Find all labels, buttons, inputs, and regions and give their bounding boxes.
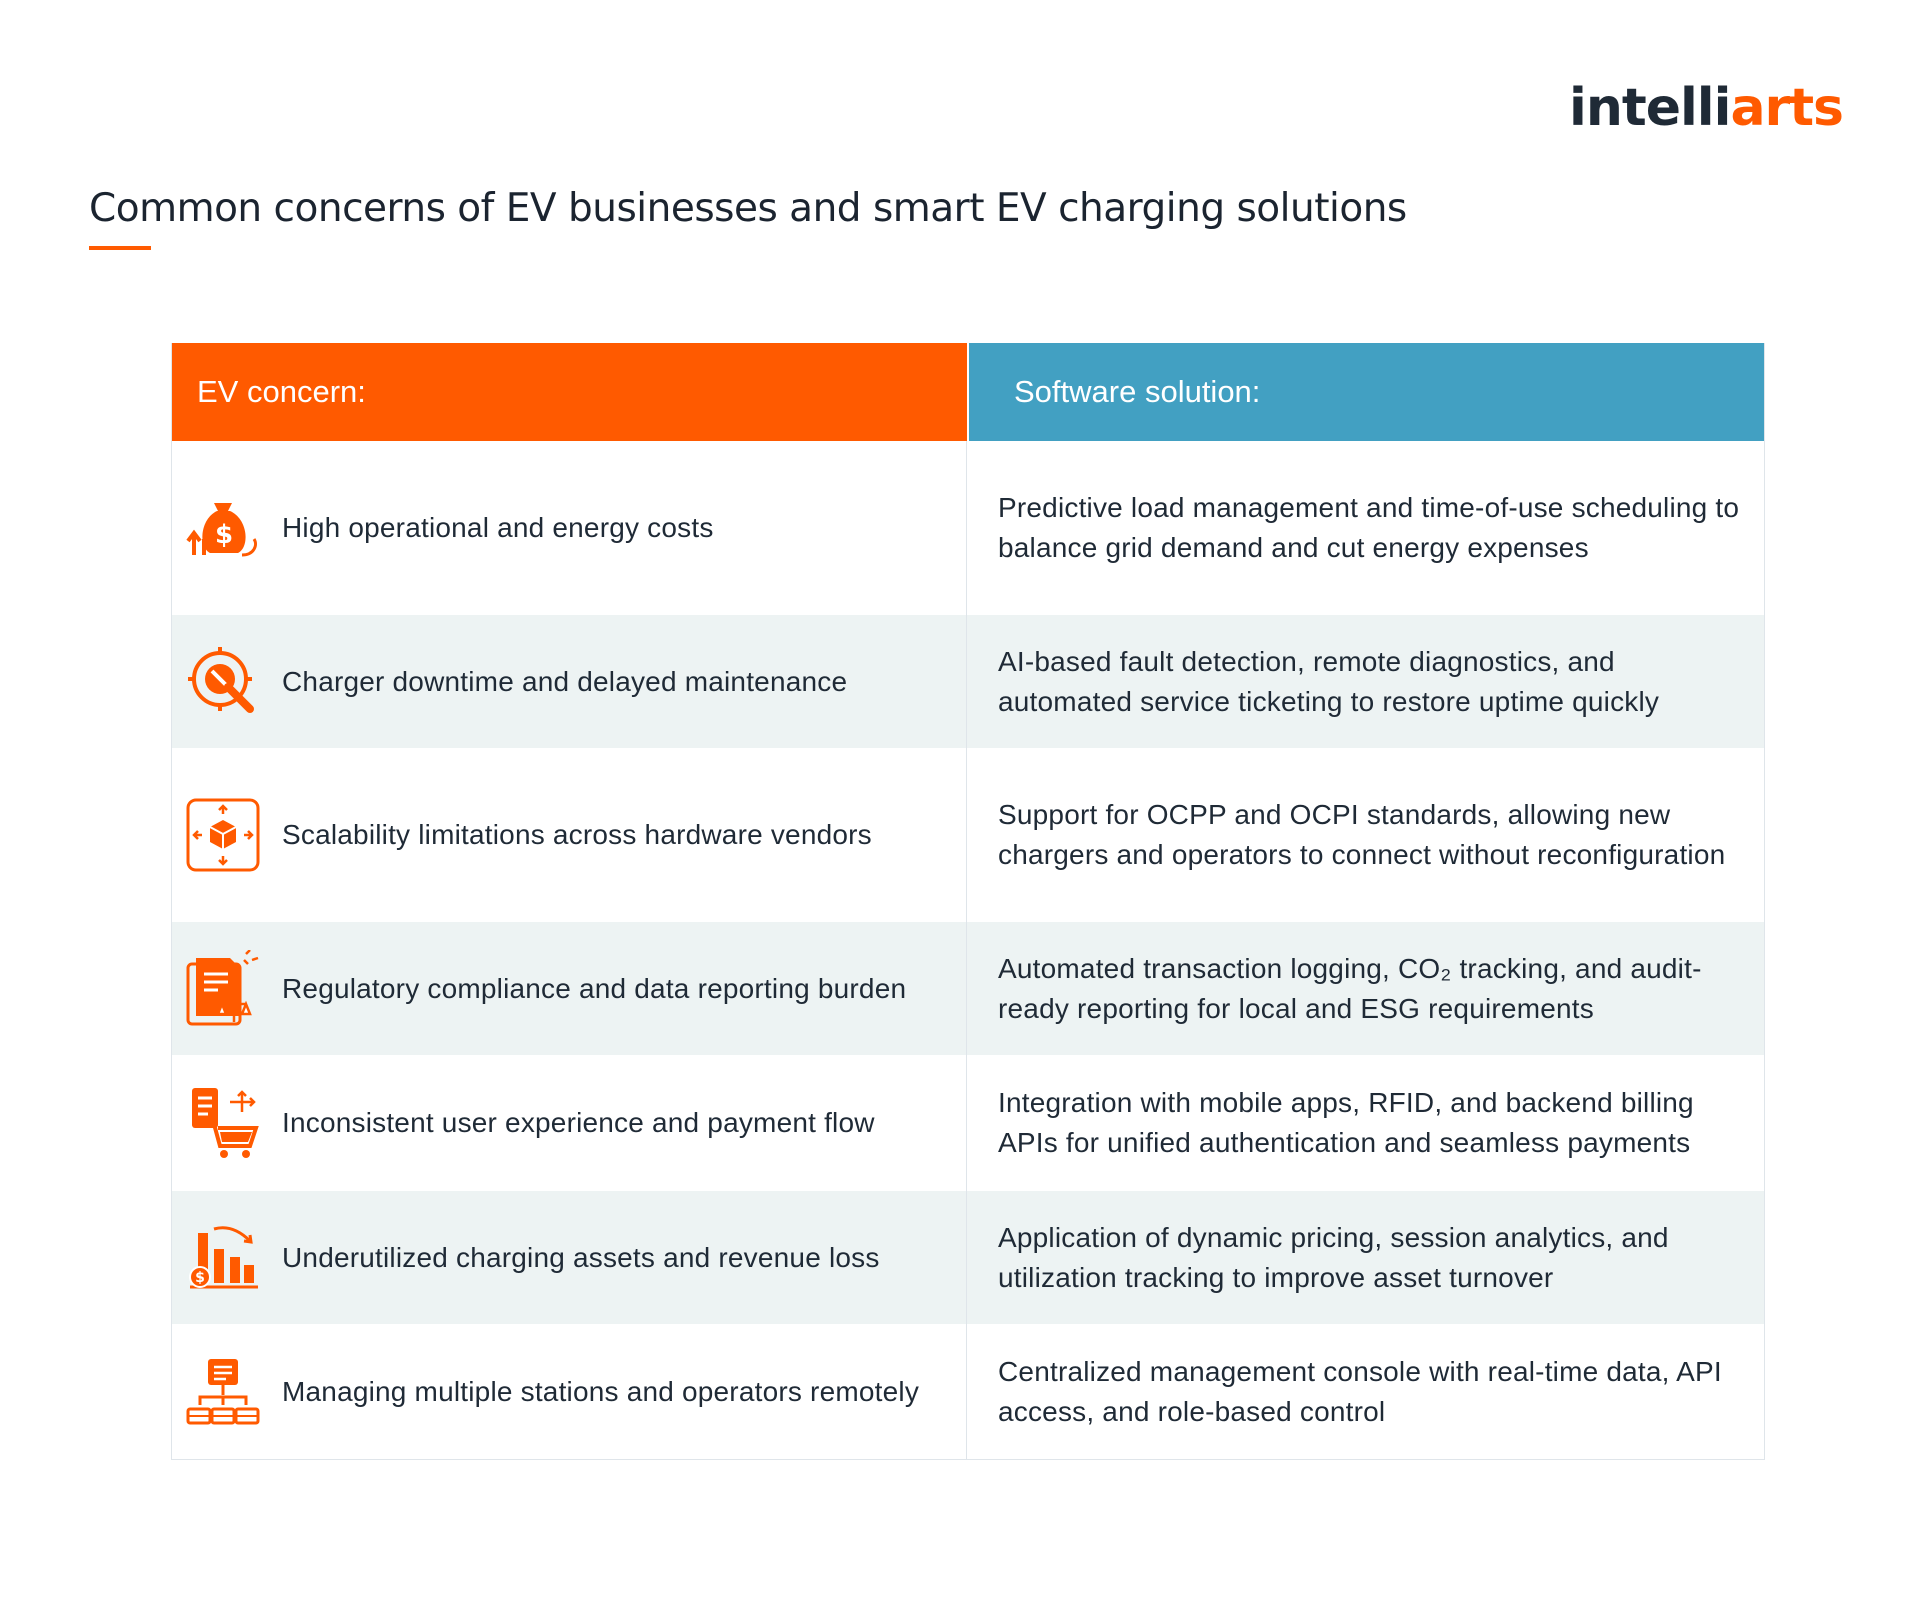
table-row: Managing multiple stations and operators… [172, 1324, 1764, 1459]
concern-cell: Inconsistent user experience and payment… [172, 1055, 967, 1191]
concern-text: Inconsistent user experience and payment… [282, 1107, 875, 1138]
network-stations-icon [184, 1353, 262, 1431]
solution-cell: Predictive load management and time-of-u… [967, 441, 1764, 615]
concern-text: Regulatory compliance and data reporting… [282, 972, 907, 1004]
logo-text-intelli: intelli [1569, 78, 1731, 138]
solution-cell: Automated transaction logging, CO₂ track… [967, 922, 1764, 1055]
solution-cell: AI-based fault detection, remote diagnos… [967, 615, 1764, 748]
table-row: $ High operational and energy costs Pred… [172, 441, 1764, 615]
payment-cart-icon [184, 1084, 262, 1162]
svg-text:$: $ [195, 1270, 205, 1286]
solution-cell: Application of dynamic pricing, session … [967, 1191, 1764, 1324]
solution-cell: Support for OCPP and OCPI standards, all… [967, 748, 1764, 922]
table-row: Charger downtime and delayed maintenance… [172, 615, 1764, 748]
solution-cell: Integration with mobile apps, RFID, and … [967, 1055, 1764, 1191]
solution-cell: Centralized management console with real… [967, 1324, 1764, 1459]
concern-cell: $ High operational and energy costs [172, 441, 967, 615]
page-title: Common concerns of EV businesses and sma… [89, 186, 1407, 231]
header-ev-concern: EV concern: [172, 343, 967, 441]
table-row: Inconsistent user experience and payment… [172, 1055, 1764, 1191]
compliance-document-icon [184, 949, 262, 1028]
concern-text: Scalability limitations across hardware … [282, 819, 872, 850]
svg-text:$: $ [215, 520, 233, 550]
money-bag-icon: $ [184, 489, 262, 567]
solution-text: Automated transaction logging, CO₂ track… [998, 952, 1702, 1024]
revenue-loss-chart-icon: $ [184, 1219, 262, 1297]
solution-text: AI-based fault detection, remote diagnos… [998, 645, 1660, 717]
table-row: Regulatory compliance and data reporting… [172, 922, 1764, 1055]
concern-text: High operational and energy costs [282, 512, 714, 543]
table-row: Scalability limitations across hardware … [172, 748, 1764, 922]
logo-text-arts: arts [1730, 78, 1844, 138]
concern-cell: Regulatory compliance and data reporting… [172, 922, 967, 1055]
concerns-table: EV concern: Software solution: $ High op… [171, 343, 1765, 1460]
concern-cell: $ Underutilized charging assets and reve… [172, 1191, 967, 1324]
concern-cell: Managing multiple stations and operators… [172, 1324, 967, 1459]
concern-cell: Scalability limitations across hardware … [172, 748, 967, 922]
brand-logo: intelliarts [1569, 82, 1844, 134]
concern-text: Managing multiple stations and operators… [282, 1375, 920, 1407]
concern-text: Underutilized charging assets and revenu… [282, 1241, 880, 1273]
header-software-solution: Software solution: [967, 343, 1764, 441]
scalability-cube-icon [184, 796, 262, 874]
title-underline [89, 246, 151, 250]
solution-text: Integration with mobile apps, RFID, and … [998, 1087, 1694, 1158]
solution-text: Support for OCPP and OCPI standards, all… [998, 799, 1726, 870]
solution-text: Centralized management console with real… [998, 1355, 1722, 1427]
concern-text: Charger downtime and delayed maintenance [282, 665, 848, 697]
table-header: EV concern: Software solution: [172, 343, 1764, 441]
solution-text: Predictive load management and time-of-u… [998, 492, 1740, 563]
table-row: $ Underutilized charging assets and reve… [172, 1191, 1764, 1324]
solution-text: Application of dynamic pricing, session … [998, 1221, 1669, 1293]
concern-cell: Charger downtime and delayed maintenance [172, 615, 967, 748]
maintenance-wrench-icon [184, 643, 262, 721]
